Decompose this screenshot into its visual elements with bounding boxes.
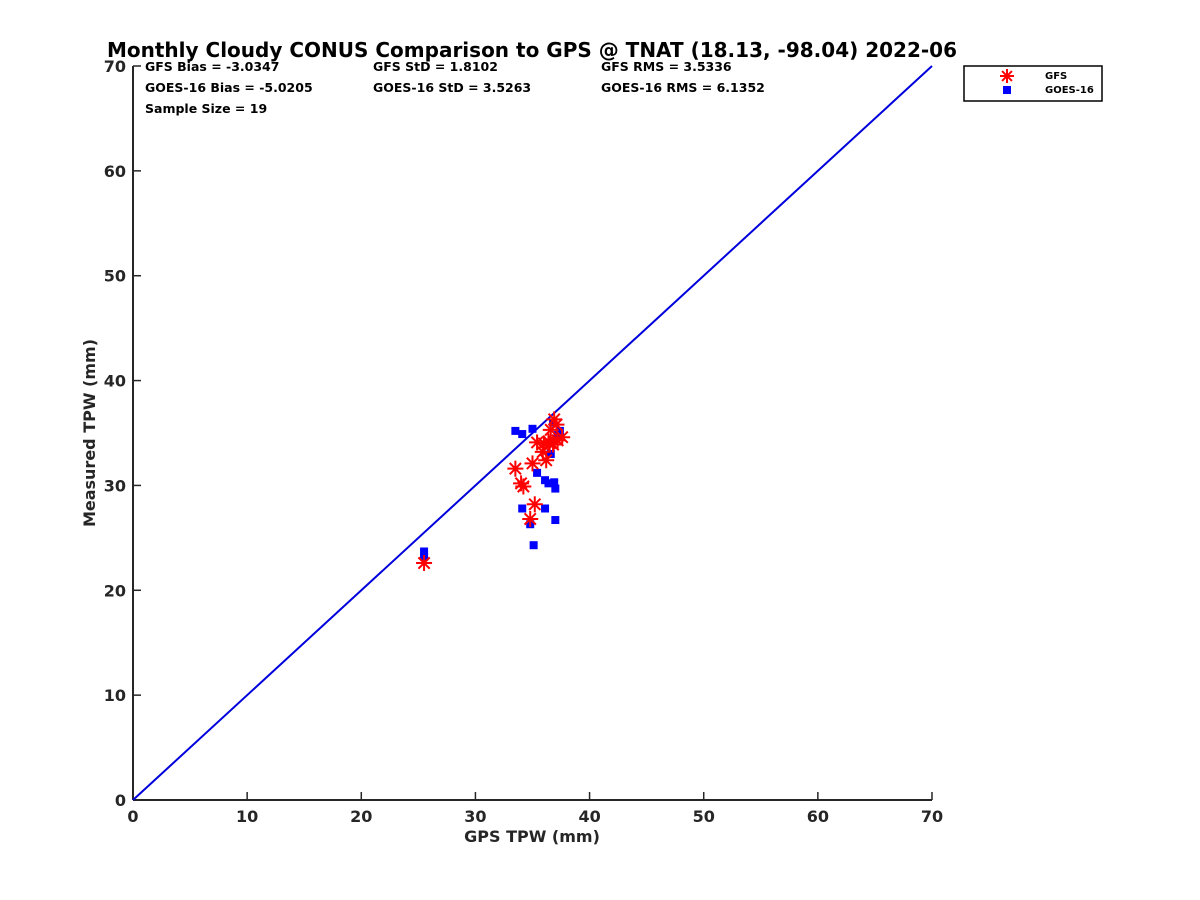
goes16-point: [546, 449, 555, 458]
gfs-point: [554, 429, 571, 446]
goes16-point: [529, 541, 538, 550]
y-tick-label: 70: [104, 57, 126, 76]
chart-title: Monthly Cloudy CONUS Comparison to GPS @…: [107, 38, 957, 62]
legend-goes-marker: [1003, 86, 1011, 94]
reference-line-group: [132, 65, 933, 801]
stat-gfs-rms: GFS RMS = 3.5336: [601, 59, 732, 74]
x-tick-label: 50: [693, 807, 715, 826]
goes16-point: [420, 547, 429, 556]
y-tick-label: 60: [104, 162, 126, 181]
goes16-point: [528, 424, 537, 433]
goes16-point: [518, 504, 527, 513]
legend-box: [963, 65, 1103, 102]
x-tick-label: 30: [464, 807, 486, 826]
x-tick-label: 10: [236, 807, 258, 826]
axis-ticks: 0 10 20 30 40 50 60 70 0 10 20 30 40 50 60 70: [104, 57, 943, 826]
y-tick-label: 0: [115, 791, 126, 810]
y-tick-label: 20: [104, 581, 126, 600]
stat-goes-std: GOES-16 StD = 3.5263: [373, 80, 531, 95]
goes16-point: [533, 468, 542, 477]
stat-goes-rms: GOES-16 RMS = 6.1352: [601, 80, 765, 95]
gfs-point: [507, 460, 524, 477]
legend-gfs-asterisk: [1000, 69, 1014, 83]
legend-gfs-label: GFS: [1045, 71, 1067, 82]
stat-gfs-std: GFS StD = 1.8102: [373, 59, 498, 74]
goes16-point: [550, 478, 559, 487]
y-axis-label: Measured TPW (mm): [80, 339, 99, 527]
legend-goes-label: GOES-16: [1045, 85, 1094, 96]
x-tick-label: 40: [578, 807, 600, 826]
gfs-point: [522, 510, 539, 527]
gfs-point: [526, 496, 543, 513]
goes16-point: [544, 479, 553, 488]
y-tick-label: 30: [104, 476, 126, 495]
y-tick-label: 10: [104, 686, 126, 705]
y-tick-label: 40: [104, 372, 126, 391]
gfs-point: [524, 455, 541, 472]
gfs-point: [548, 416, 565, 433]
goes16-point: [541, 504, 550, 513]
legend-gfs-marker: [1000, 69, 1014, 83]
gfs-point: [541, 435, 558, 452]
x-axis-label: GPS TPW (mm): [464, 827, 600, 846]
goes16-point: [511, 426, 520, 435]
x-tick-label: 70: [921, 807, 943, 826]
x-tick-label: 60: [807, 807, 829, 826]
y-tick-label: 50: [104, 267, 126, 286]
one-to-one-line: [132, 65, 933, 801]
gfs-point: [416, 555, 433, 572]
goes16-point: [555, 426, 564, 435]
gfs-point: [538, 452, 555, 469]
goes16-point: [551, 484, 560, 493]
stat-gfs-bias: GFS Bias = -3.0347: [145, 59, 279, 74]
legend: GFS GOES-16: [963, 65, 1103, 102]
x-tick-label: 0: [127, 807, 138, 826]
stat-sample-size: Sample Size = 19: [145, 101, 267, 116]
gfs-point: [515, 478, 532, 495]
x-tick-label: 20: [350, 807, 372, 826]
stat-goes-bias: GOES-16 Bias = -5.0205: [145, 80, 313, 95]
goes16-point: [551, 516, 560, 525]
data-points: [416, 411, 571, 572]
goes16-point: [518, 430, 527, 439]
